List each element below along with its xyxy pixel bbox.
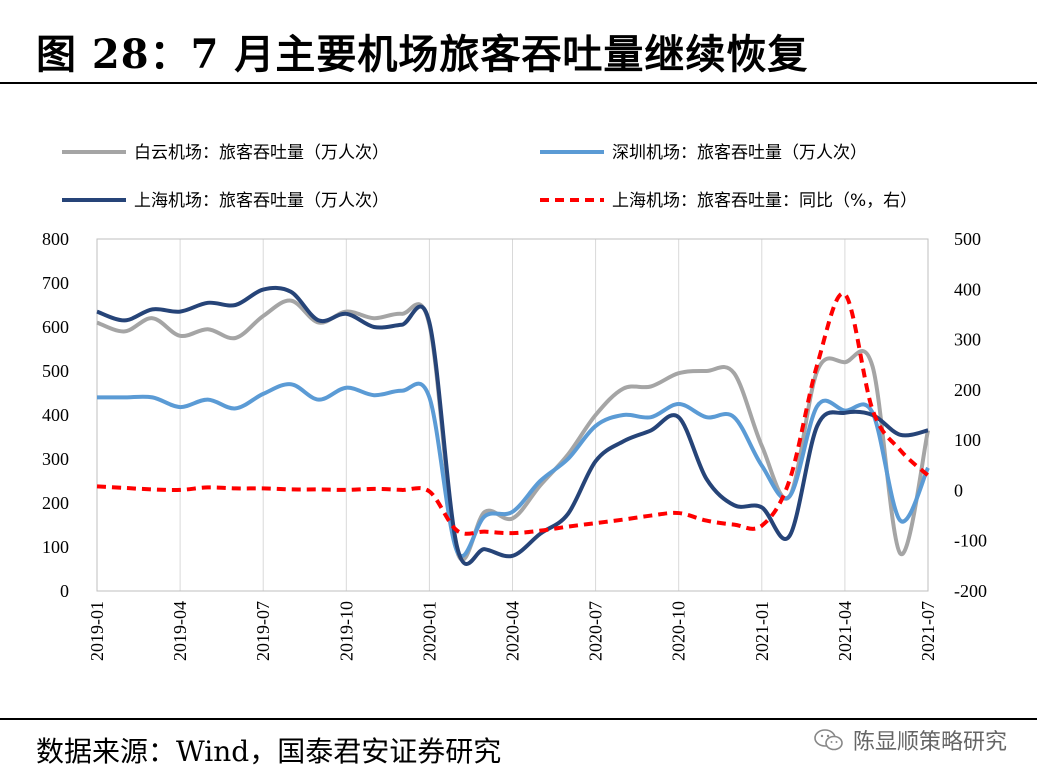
series-line-2 bbox=[97, 381, 930, 558]
x-tick-label: 2021-04 bbox=[835, 601, 855, 661]
wechat-icon bbox=[814, 729, 843, 751]
watermark-text: 陈显顺策略研究 bbox=[852, 730, 1007, 755]
title-divider bbox=[0, 82, 1037, 84]
y-left-tick-label: 800 bbox=[42, 229, 69, 249]
y-right-tick-label: 200 bbox=[954, 380, 981, 400]
y-left-tick-label: 100 bbox=[42, 537, 69, 557]
x-tick-label: 2019-01 bbox=[87, 601, 107, 661]
x-tick-label: 2020-04 bbox=[503, 601, 523, 661]
footer-divider bbox=[0, 718, 1037, 720]
page-title: 图 28：7 月主要机场旅客吞吐量继续恢复 bbox=[36, 31, 809, 78]
y-left-tick-label: 600 bbox=[42, 317, 69, 337]
y-right-tick-label: 400 bbox=[954, 279, 981, 299]
source-note: 数据来源：Wind，国泰君安证券研究 bbox=[36, 735, 502, 768]
y-right-tick-label: 500 bbox=[954, 229, 981, 249]
y-left-tick-label: 0 bbox=[60, 581, 69, 601]
series-line-4 bbox=[96, 291, 930, 536]
x-tick-label: 2019-04 bbox=[170, 601, 190, 661]
y-right-tick-label: -100 bbox=[954, 531, 987, 551]
y-right-tick-label: 100 bbox=[954, 430, 981, 450]
y-left-tick-label: 700 bbox=[42, 273, 69, 293]
x-tick-label: 2020-07 bbox=[586, 601, 606, 661]
watermark: 陈显顺策略研究 bbox=[813, 724, 1007, 756]
y-right-tick-label: 300 bbox=[954, 330, 981, 350]
y-left-tick-label: 300 bbox=[42, 449, 69, 469]
x-tick-label: 2021-01 bbox=[752, 601, 772, 661]
y-left-tick-label: 200 bbox=[42, 493, 69, 513]
x-tick-label: 2019-10 bbox=[336, 601, 356, 661]
plot-area bbox=[96, 238, 929, 592]
x-tick-label: 2020-01 bbox=[419, 601, 439, 661]
y-left-tick-label: 500 bbox=[42, 361, 69, 381]
x-tick-label: 2020-10 bbox=[669, 601, 689, 661]
x-tick-label: 2019-07 bbox=[253, 601, 273, 661]
series-line-1 bbox=[96, 298, 930, 562]
legend-label-1: 白云机场：旅客吞吐量（万人次） bbox=[134, 143, 389, 163]
y-right-tick-label: -200 bbox=[954, 581, 987, 601]
x-tick-label: 2021-07 bbox=[918, 601, 938, 661]
legend-label-2: 深圳机场：旅客吞吐量（万人次） bbox=[612, 143, 867, 163]
y-left-tick-label: 400 bbox=[42, 405, 69, 425]
legend-label-4: 上海机场：旅客吞吐量：同比（%，右） bbox=[612, 191, 917, 211]
legend-label-3: 上海机场：旅客吞吐量（万人次） bbox=[134, 191, 389, 211]
series-line-3 bbox=[96, 285, 929, 566]
line-chart: 0 100 200 300 400 500 600 700 800 -200 -100 0 100 200… bbox=[42, 143, 987, 661]
y-right-tick-label: 0 bbox=[954, 480, 963, 500]
